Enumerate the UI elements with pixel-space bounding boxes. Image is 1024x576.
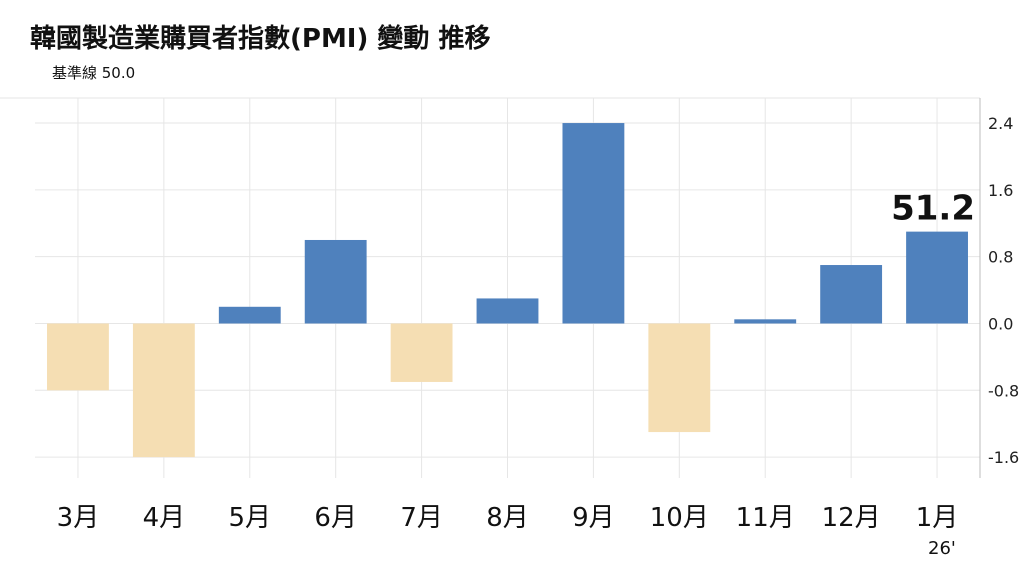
year-label: 26' <box>928 538 956 559</box>
x-tick-label: 4月 <box>143 503 186 533</box>
x-tick-label: 1月 <box>916 503 959 533</box>
bar-3月 <box>47 323 109 391</box>
bar-12月 <box>820 265 883 324</box>
x-tick-label: 3月 <box>57 503 100 533</box>
y-tick-label: 0.0 <box>988 314 1013 333</box>
category-labels: 3月 4月 5月 6月 7月 8月 9月 10月 11月 12月 1月 <box>57 503 959 533</box>
y-tick-label: -0.8 <box>988 381 1019 400</box>
x-tick-label: 10月 <box>650 503 709 533</box>
bar-11月 <box>734 319 797 324</box>
bar-9月 <box>562 123 625 324</box>
x-tick-label: 7月 <box>400 503 443 533</box>
y-tick-label: 0.8 <box>988 248 1013 267</box>
x-tick-label: 11月 <box>736 503 795 533</box>
y-tick-label: 2.4 <box>988 114 1013 133</box>
bar-8月 <box>476 298 539 324</box>
bars <box>47 123 968 458</box>
latest-value-callout: 51.2 <box>891 189 975 229</box>
x-tick-label: 5月 <box>228 503 271 533</box>
bar-1月 <box>906 231 968 324</box>
y-tick-label: 1.6 <box>988 181 1013 200</box>
y-tick-label: -1.6 <box>988 448 1019 467</box>
chart-subtitle: 基準線 50.0 <box>52 64 136 82</box>
bar-4月 <box>132 323 195 458</box>
bar-5月 <box>218 306 281 324</box>
x-tick-label: 9月 <box>572 503 615 533</box>
x-tick-label: 12月 <box>822 503 881 533</box>
chart-title: 韓國製造業購買者指數(PMI) 變動 推移 <box>30 24 491 54</box>
bar-10月 <box>648 323 711 433</box>
x-tick-label: 8月 <box>486 503 529 533</box>
bar-6月 <box>304 239 367 324</box>
bar-7月 <box>390 323 453 382</box>
y-axis: 2.4 1.6 0.8 0.0 -0.8 -1.6 <box>979 98 1019 478</box>
x-tick-label: 6月 <box>314 503 357 533</box>
